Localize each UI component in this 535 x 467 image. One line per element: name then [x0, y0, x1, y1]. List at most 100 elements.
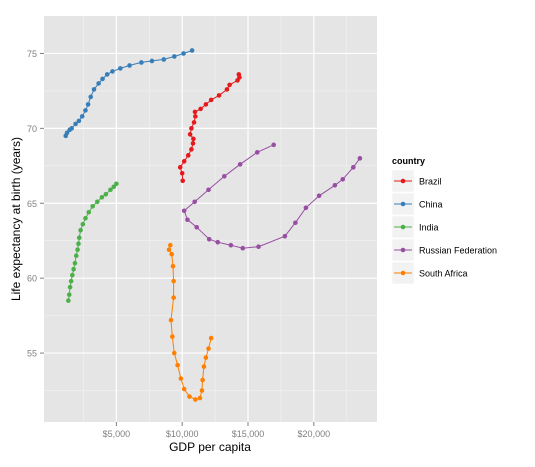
legend: country Brazil China India Russian Federati…: [391, 156, 497, 285]
data-point-brazil: [192, 109, 198, 115]
data-point-brazil: [227, 82, 232, 88]
data-point-russian-federation: [303, 205, 309, 211]
data-point-india: [111, 184, 117, 190]
data-point-russian-federation: [240, 245, 246, 251]
data-point-brazil: [198, 106, 203, 112]
data-point-south-africa: [171, 295, 176, 300]
data-point-south-africa: [193, 397, 198, 402]
data-point-south-africa: [187, 394, 192, 399]
data-point-china: [118, 66, 123, 71]
data-point-russian-federation: [222, 174, 227, 179]
legend-item-brazil: Brazil: [391, 169, 442, 193]
data-point-brazil: [208, 97, 214, 103]
data-point-brazil: [224, 87, 230, 92]
x-tick-label: $15,000: [232, 429, 265, 439]
series-india: [66, 181, 119, 303]
data-point-south-africa: [168, 242, 173, 248]
data-point-china: [73, 121, 78, 127]
legend-key-point: [400, 270, 406, 276]
data-point-brazil: [191, 120, 197, 125]
data-point-china: [83, 108, 88, 113]
data-point-china: [139, 60, 144, 65]
legend-key-point: [400, 201, 406, 207]
data-point-brazil: [179, 171, 185, 176]
data-point-south-africa: [197, 395, 203, 401]
series-south-africa: [166, 242, 214, 402]
legend-key-point: [400, 224, 406, 230]
x-axis-label: GDP per capita: [169, 440, 251, 454]
data-point-china: [96, 81, 101, 86]
data-point-china: [85, 102, 91, 107]
data-point-russian-federation: [215, 239, 221, 245]
data-point-china: [88, 94, 94, 100]
y-tick-label: 75: [27, 49, 37, 59]
data-point-china: [64, 130, 70, 136]
y-axis-ticks: 55 60 65 70 75: [27, 49, 44, 359]
legend-key-point: [400, 247, 406, 253]
data-point-india: [95, 199, 100, 205]
data-point-south-africa: [168, 317, 174, 323]
data-point-south-africa: [170, 334, 175, 339]
data-point-russian-federation: [228, 242, 234, 248]
data-point-brazil: [189, 126, 194, 131]
data-point-russian-federation: [316, 193, 322, 199]
data-point-india: [69, 272, 75, 278]
data-point-south-africa: [200, 377, 205, 383]
legend-key-point: [400, 178, 406, 184]
data-point-russian-federation: [256, 244, 261, 250]
data-point-india: [80, 221, 86, 227]
x-tick-label: $5,000: [103, 429, 131, 439]
data-point-russian-federation: [282, 233, 288, 239]
legend-label: China: [419, 200, 443, 210]
series-line-brazil: [179, 74, 241, 181]
data-point-india: [73, 253, 79, 259]
data-point-south-africa: [208, 335, 214, 341]
data-point-south-africa: [169, 251, 174, 257]
data-point-china: [161, 57, 167, 62]
data-point-russian-federation: [206, 187, 211, 193]
data-point-china: [91, 87, 97, 92]
data-point-russian-federation: [206, 236, 212, 242]
data-point-south-africa: [166, 247, 172, 253]
legend-item-india: India: [391, 215, 439, 239]
data-point-india: [83, 215, 88, 221]
data-point-brazil: [180, 178, 186, 184]
data-point-brazil: [181, 159, 187, 164]
data-point-india: [76, 241, 81, 247]
data-point-south-africa: [201, 364, 207, 369]
data-point-brazil: [187, 132, 193, 137]
data-point-india: [72, 260, 78, 266]
data-point-india: [75, 247, 80, 253]
data-point-china: [172, 54, 177, 59]
data-point-brazil: [193, 114, 198, 119]
legend-item-russian-federation: Russian Federation: [391, 238, 497, 262]
data-point-russian-federation: [351, 165, 356, 170]
data-point-india: [78, 227, 83, 233]
data-point-india: [86, 209, 92, 215]
data-point-russian-federation: [332, 182, 338, 188]
data-point-india: [66, 298, 71, 303]
legend-label: India: [419, 223, 439, 233]
data-point-russian-federation: [293, 220, 298, 226]
x-tick-label: $20,000: [298, 429, 331, 439]
data-point-india: [108, 187, 113, 193]
data-point-russian-federation: [271, 142, 276, 148]
data-point-brazil: [216, 93, 222, 98]
data-point-india: [68, 278, 74, 284]
series-china: [63, 48, 195, 139]
data-point-south-africa: [203, 355, 209, 360]
data-point-south-africa: [171, 278, 176, 284]
data-point-south-africa: [199, 388, 205, 393]
data-point-russian-federation: [194, 224, 199, 230]
data-point-india: [67, 284, 73, 290]
data-point-china: [181, 51, 186, 56]
plot-panel: [44, 16, 377, 422]
data-point-india: [66, 292, 72, 297]
legend-item-china: China: [391, 192, 443, 216]
data-point-india: [71, 266, 76, 272]
data-point-russian-federation: [340, 176, 346, 182]
data-point-brazil: [177, 165, 183, 170]
data-point-india: [90, 203, 95, 209]
series-brazil: [177, 72, 242, 184]
